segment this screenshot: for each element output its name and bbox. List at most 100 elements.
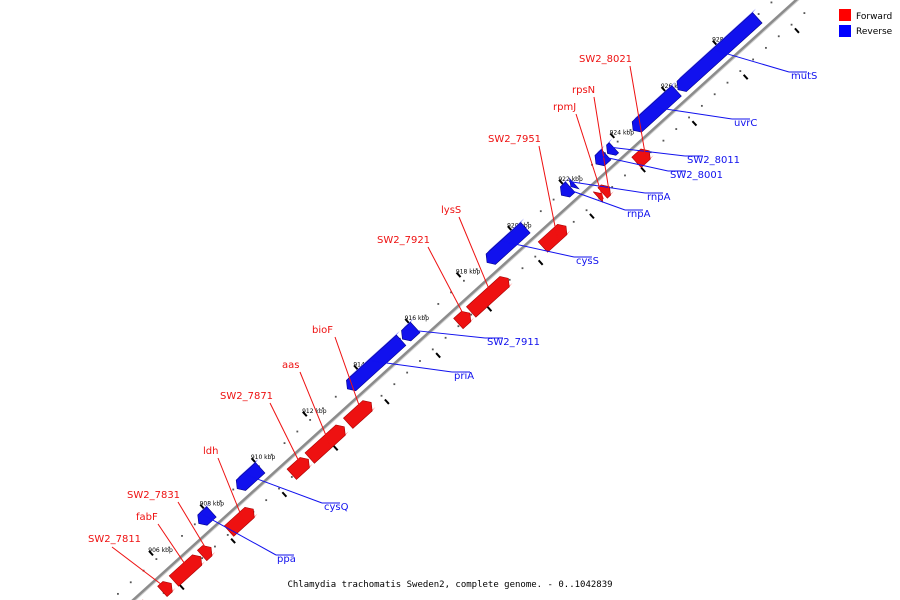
minor-tick (181, 534, 183, 537)
tick-label: 906 kbp (148, 547, 173, 554)
minor-tick (232, 488, 235, 491)
gene-label-leader (157, 523, 192, 573)
gene-label-leader (538, 145, 559, 241)
legend-reverse-label: Reverse (856, 27, 893, 37)
gene-label-leader (629, 65, 647, 161)
gene-label-leader (245, 474, 323, 504)
minor-tick (283, 442, 286, 445)
gene-label: rpmJ (553, 102, 576, 113)
gene-arrow (304, 424, 349, 464)
gene-arrow-body (157, 581, 173, 598)
gene-label-leader (334, 336, 364, 417)
minor-tick (431, 348, 434, 351)
minor-tick (334, 395, 337, 398)
tick-label: 908 kbp (200, 501, 225, 508)
major-tick (230, 537, 236, 544)
major-tick (712, 39, 718, 46)
minor-tick (700, 104, 703, 107)
backbone-line (131, 0, 799, 600)
minor-tick (406, 371, 409, 374)
gene-arrow (343, 400, 376, 429)
tick-label: 918 kbp (456, 269, 481, 276)
gene-arrow-top (602, 198, 607, 203)
major-tick (507, 225, 513, 232)
gene-label-leader (370, 360, 453, 373)
tick-label: 910 kbp (251, 454, 276, 461)
gene-label: cysQ (324, 502, 349, 513)
minor-tick (129, 581, 132, 584)
minor-tick (726, 81, 729, 84)
gene-label-leader (714, 49, 790, 73)
minor-tick (578, 175, 581, 178)
gene-label: ldh (203, 446, 218, 457)
gene-arrow (592, 191, 607, 203)
gene-label-leader (269, 402, 304, 471)
gene-label-leader (597, 155, 669, 172)
minor-tick (463, 279, 465, 282)
minor-tick (457, 325, 460, 328)
major-tick (148, 550, 154, 557)
minor-tick (552, 198, 555, 201)
minor-tick (450, 291, 452, 294)
minor-tick (309, 419, 312, 421)
minor-tick (777, 35, 780, 38)
genome-backbone (131, 0, 800, 600)
gene-arrow (346, 331, 407, 392)
major-tick (281, 491, 288, 498)
minor-tick (675, 128, 678, 130)
gene-arrow (485, 218, 531, 265)
minor-tick (444, 336, 447, 339)
major-tick (455, 271, 462, 278)
gene-label-leader (502, 240, 575, 258)
major-tick (302, 411, 308, 417)
gene-arrow-body (223, 506, 255, 537)
gene-arrow (286, 457, 313, 480)
gene-arrow (197, 502, 217, 526)
major-tick (179, 584, 185, 591)
gene-arrow-body (606, 142, 620, 156)
gene-arrow-body (197, 506, 217, 526)
gene-label: SW2_7951 (488, 134, 541, 145)
gene-arrow (631, 81, 682, 133)
gene-label-leader (405, 329, 486, 339)
gene-label-leader (607, 146, 686, 157)
minor-tick (475, 268, 478, 271)
major-tick (691, 120, 698, 127)
minor-tick (611, 186, 614, 188)
gene-arrow-body (196, 545, 213, 562)
minor-tick (539, 210, 542, 213)
gene-arrow-body (168, 554, 203, 587)
gene-label-leader (217, 457, 245, 525)
minor-tick (290, 476, 293, 478)
gene-label-leader (562, 187, 626, 211)
tick-label: 916 kbp (405, 315, 430, 322)
genome-caption: Chlamydia trachomatis Sweden2, complete … (287, 580, 612, 590)
gene-arrow (597, 184, 614, 199)
gene-arrow (676, 8, 763, 92)
major-tick (404, 318, 411, 325)
gene-arrow (606, 138, 620, 156)
gene-arrow-body (466, 276, 510, 318)
minor-tick (662, 139, 665, 142)
minor-tick (770, 1, 773, 4)
gene-arrow-body (346, 334, 407, 392)
gene-label-leader (177, 501, 211, 556)
gene-label-leader (427, 246, 468, 323)
minor-tick (380, 394, 383, 397)
gene-label: mutS (791, 71, 817, 82)
minor-tick (470, 313, 473, 316)
minor-tick (265, 499, 268, 502)
minor-tick (803, 12, 806, 14)
gene-label-leader (201, 513, 277, 556)
backbone-highlight (135, 0, 800, 600)
gene-arrow-body (592, 191, 604, 203)
gene-label: SW2_7811 (88, 534, 141, 545)
gene-label-leader (569, 180, 646, 194)
major-tick (558, 179, 564, 185)
major-tick (250, 457, 257, 464)
minor-tick (226, 534, 229, 536)
gene-label: ppa (277, 554, 296, 565)
gene-arrow (569, 174, 580, 190)
